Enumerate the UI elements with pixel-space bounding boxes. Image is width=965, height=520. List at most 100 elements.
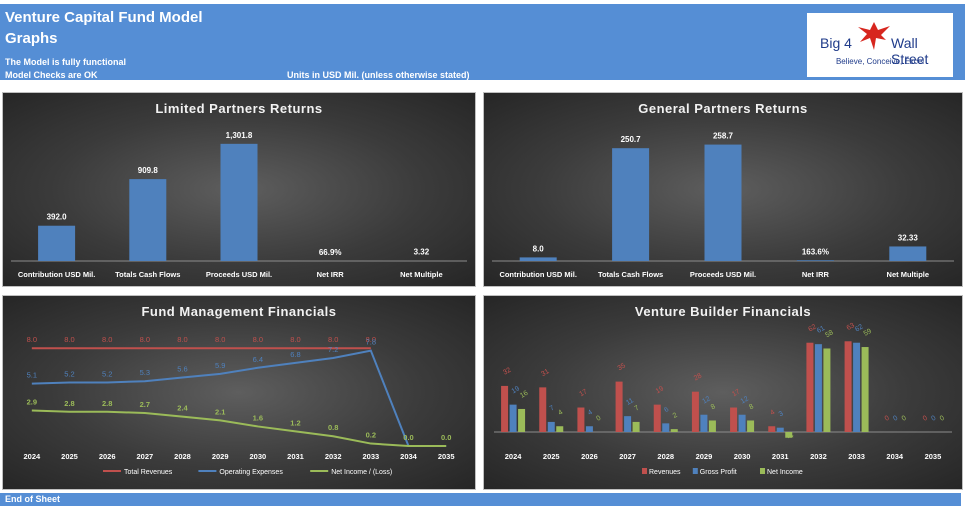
data-label: 258.7 bbox=[713, 132, 734, 141]
data-label: 7 bbox=[634, 405, 641, 413]
logo-text-right: Wall Street bbox=[891, 35, 929, 67]
data-bar bbox=[38, 225, 76, 261]
data-label: 32 bbox=[502, 367, 512, 377]
data-label: 8.0 bbox=[64, 335, 74, 344]
units-note: Units in USD Mil. (unless otherwise stat… bbox=[287, 70, 470, 80]
data-label: 8.0 bbox=[290, 335, 300, 344]
data-label: 7 bbox=[549, 405, 556, 413]
chart-title: Limited Partners Returns bbox=[155, 101, 322, 116]
data-label: 11 bbox=[625, 397, 635, 407]
data-label: 8.0 bbox=[366, 335, 376, 344]
data-label: 8 bbox=[710, 403, 717, 411]
data-bar bbox=[861, 347, 869, 432]
data-label: 61 bbox=[816, 325, 826, 335]
category-label: 2032 bbox=[810, 452, 827, 461]
data-label: 5.2 bbox=[64, 369, 74, 378]
category-label: Totals Cash Flows bbox=[598, 270, 663, 279]
category-label: 2028 bbox=[174, 452, 191, 461]
data-label: 31 bbox=[540, 368, 550, 378]
data-label: 19 bbox=[511, 385, 521, 395]
eagle-logo-icon bbox=[858, 22, 890, 50]
data-label: 58 bbox=[824, 329, 834, 339]
data-label: 17 bbox=[731, 388, 741, 398]
data-bar bbox=[768, 426, 776, 432]
data-label: 8 bbox=[748, 403, 755, 411]
data-bar bbox=[547, 421, 555, 432]
category-label: 2026 bbox=[99, 452, 116, 461]
data-label: 3.32 bbox=[414, 248, 430, 257]
data-label: 5.3 bbox=[140, 368, 150, 377]
data-label: 8.0 bbox=[533, 244, 545, 253]
data-bar bbox=[501, 385, 509, 432]
page-subtitle: Graphs bbox=[5, 30, 58, 47]
data-bar bbox=[585, 426, 593, 432]
lp-returns-svg: Limited Partners Returns 392.0 Contributio… bbox=[11, 101, 467, 279]
data-bar bbox=[129, 179, 167, 261]
data-label: 8.0 bbox=[177, 335, 187, 344]
data-label: 5.6 bbox=[177, 365, 187, 374]
data-label: 3 bbox=[778, 410, 785, 418]
legend-label: Total Revenues bbox=[124, 469, 173, 476]
data-label: 35 bbox=[617, 362, 627, 372]
category-label: Proceeds USD Mil. bbox=[206, 270, 272, 279]
data-bar bbox=[806, 342, 814, 432]
category-label: Totals Cash Flows bbox=[115, 270, 180, 279]
data-label: 4 bbox=[587, 409, 594, 417]
data-label: 0 bbox=[892, 415, 899, 423]
legend-label: Net Income bbox=[767, 469, 803, 476]
data-bar bbox=[624, 416, 632, 432]
data-label: 16 bbox=[519, 390, 529, 400]
data-label: 6 bbox=[663, 406, 670, 414]
data-label: 2.9 bbox=[27, 398, 37, 407]
data-label: 2.4 bbox=[177, 404, 188, 413]
category-label: Contribution USD Mil. bbox=[499, 270, 577, 279]
data-label: -4 bbox=[786, 432, 795, 441]
data-bar bbox=[612, 148, 650, 261]
category-label: 2029 bbox=[696, 452, 713, 461]
data-label: 5.1 bbox=[27, 371, 37, 380]
data-bar bbox=[785, 432, 793, 438]
data-label: 0.0 bbox=[403, 433, 413, 442]
data-bar bbox=[796, 260, 834, 261]
data-label: 8.0 bbox=[102, 335, 112, 344]
data-bar bbox=[738, 414, 746, 432]
venture-builder-chart: Venture Builder Financials 2024 2025 2026 20… bbox=[483, 295, 963, 490]
category-label: 2033 bbox=[362, 452, 379, 461]
fund-management-chart: Fund Management Financials 2024 2025 2026 20… bbox=[2, 295, 476, 490]
gp-returns-chart: General Partners Returns 8.0 Contribution … bbox=[483, 92, 963, 287]
data-bar bbox=[704, 144, 742, 261]
data-label: 163.6% bbox=[802, 247, 829, 256]
category-label: 2034 bbox=[886, 452, 904, 461]
data-label: 4 bbox=[557, 409, 564, 417]
category-label: 2028 bbox=[657, 452, 674, 461]
data-label: 909.8 bbox=[138, 166, 159, 175]
data-label: 7.2 bbox=[328, 345, 338, 354]
data-bar bbox=[519, 257, 557, 261]
data-label: 12 bbox=[701, 395, 711, 405]
category-label: Net IRR bbox=[317, 270, 345, 279]
data-label: 0.0 bbox=[441, 433, 451, 442]
category-label: Proceeds USD Mil. bbox=[690, 270, 756, 279]
header-bar: Venture Capital Fund Model Graphs The Mo… bbox=[0, 4, 965, 80]
data-label: 2 bbox=[672, 412, 679, 420]
data-bar bbox=[814, 344, 822, 432]
data-bar bbox=[615, 381, 623, 432]
data-bar bbox=[662, 423, 670, 432]
data-bar bbox=[776, 427, 784, 432]
data-label: 6.8 bbox=[290, 350, 300, 359]
data-label: 0 bbox=[884, 415, 891, 423]
data-bar bbox=[220, 143, 258, 261]
footer-text: End of Sheet bbox=[5, 494, 61, 504]
chart-title: General Partners Returns bbox=[638, 101, 808, 116]
category-label: 2033 bbox=[848, 452, 865, 461]
data-label: 32.33 bbox=[898, 233, 919, 242]
data-label: 0 bbox=[595, 415, 602, 423]
fund-management-svg: Fund Management Financials 2024 2025 2026 20… bbox=[23, 304, 454, 476]
data-label: 8.0 bbox=[328, 335, 338, 344]
page-title: Venture Capital Fund Model bbox=[5, 9, 203, 26]
data-label: 0 bbox=[939, 415, 946, 423]
data-label: 12 bbox=[740, 395, 750, 405]
category-label: Net Multiple bbox=[887, 270, 930, 279]
data-bar bbox=[730, 407, 738, 432]
